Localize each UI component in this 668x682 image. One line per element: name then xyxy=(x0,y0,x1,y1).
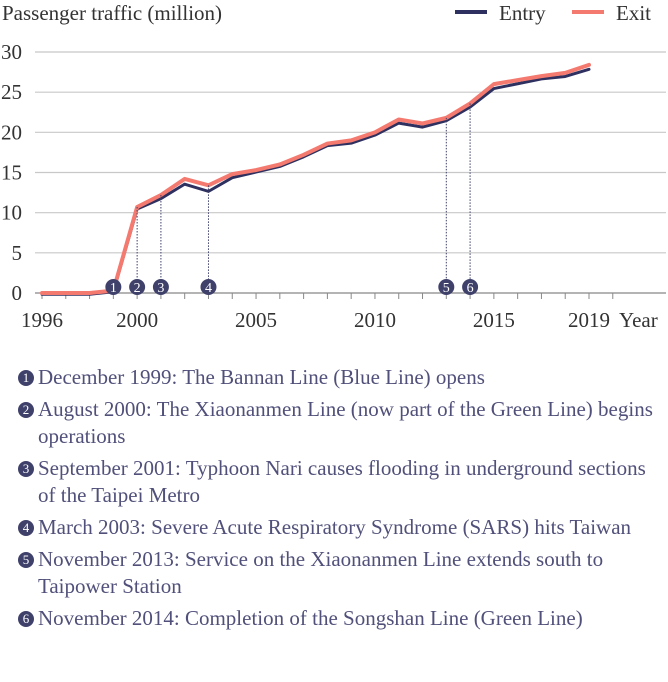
note-text: November 2013: Service on the Xiaonanmen… xyxy=(38,547,604,598)
x-tick-label: 2010 xyxy=(354,308,396,332)
note-text: September 2001: Typhoon Nari causes floo… xyxy=(38,456,646,507)
x-tick-label: 2019 xyxy=(568,308,610,332)
marker-label: 3 xyxy=(157,281,164,296)
note-text: August 2000: The Xiaonanmen Line (now pa… xyxy=(38,397,653,448)
series-exit xyxy=(40,62,591,295)
legend-label-exit: Exit xyxy=(616,1,651,25)
marker-badge: 3 xyxy=(18,461,34,477)
x-axis-label: Year xyxy=(619,308,658,332)
marker-circle xyxy=(200,279,217,295)
marker-badge: 1 xyxy=(18,370,34,386)
note-text: March 2003: Severe Acute Respiratory Syn… xyxy=(38,515,632,539)
marker-circle xyxy=(129,279,146,295)
note-text: December 1999: The Bannan Line (Blue Lin… xyxy=(38,365,485,389)
annotation-notes: 1 December 1999: The Bannan Line (Blue Li… xyxy=(18,364,668,637)
note-item: 6 November 2014: Completion of the Songsh… xyxy=(18,605,668,632)
x-tick-label: 2005 xyxy=(235,308,277,332)
marker-label: 6 xyxy=(467,281,474,296)
marker-badge: 5 xyxy=(18,552,34,568)
marker-label: 2 xyxy=(134,281,141,296)
y-tick-label: 30 xyxy=(1,40,22,64)
marker-label: 1 xyxy=(110,281,117,296)
legend: Entry Exit xyxy=(455,1,651,25)
marker-label: 5 xyxy=(443,281,450,296)
marker-label: 4 xyxy=(205,281,212,296)
note-text: November 2014: Completion of the Songsha… xyxy=(38,606,583,630)
note-item: 5 November 2013: Service on the Xiaonanme… xyxy=(18,546,668,600)
marker-circle xyxy=(152,279,169,295)
y-tick-label: 0 xyxy=(12,281,23,305)
y-axis-label: Passenger traffic (million) xyxy=(2,1,222,25)
line-chart: Passenger traffic (million) Year Entry Ex… xyxy=(1,1,666,332)
note-item: 2 August 2000: The Xiaonanmen Line (now p… xyxy=(18,396,668,450)
y-tick-label: 20 xyxy=(1,120,22,144)
marker-circle xyxy=(105,279,122,295)
note-item: 4 March 2003: Severe Acute Respiratory Sy… xyxy=(18,514,668,541)
x-tick-label: 1996 xyxy=(21,308,63,332)
x-tick-label: 2000 xyxy=(116,308,158,332)
legend-label-entry: Entry xyxy=(499,1,546,25)
marker-circle xyxy=(438,279,455,295)
series-entry xyxy=(40,67,591,296)
marker-circle xyxy=(462,279,479,295)
x-tick-label: 2015 xyxy=(473,308,515,332)
marker-badge: 2 xyxy=(18,402,34,418)
y-tick-label: 5 xyxy=(12,241,23,265)
y-tick-label: 25 xyxy=(1,80,22,104)
y-tick-label: 15 xyxy=(1,161,22,185)
note-item: 3 September 2001: Typhoon Nari causes flo… xyxy=(18,455,668,509)
note-item: 1 December 1999: The Bannan Line (Blue Li… xyxy=(18,364,668,391)
marker-badge: 4 xyxy=(18,520,34,536)
y-tick-label: 10 xyxy=(1,201,22,225)
marker-badge: 6 xyxy=(18,611,34,627)
